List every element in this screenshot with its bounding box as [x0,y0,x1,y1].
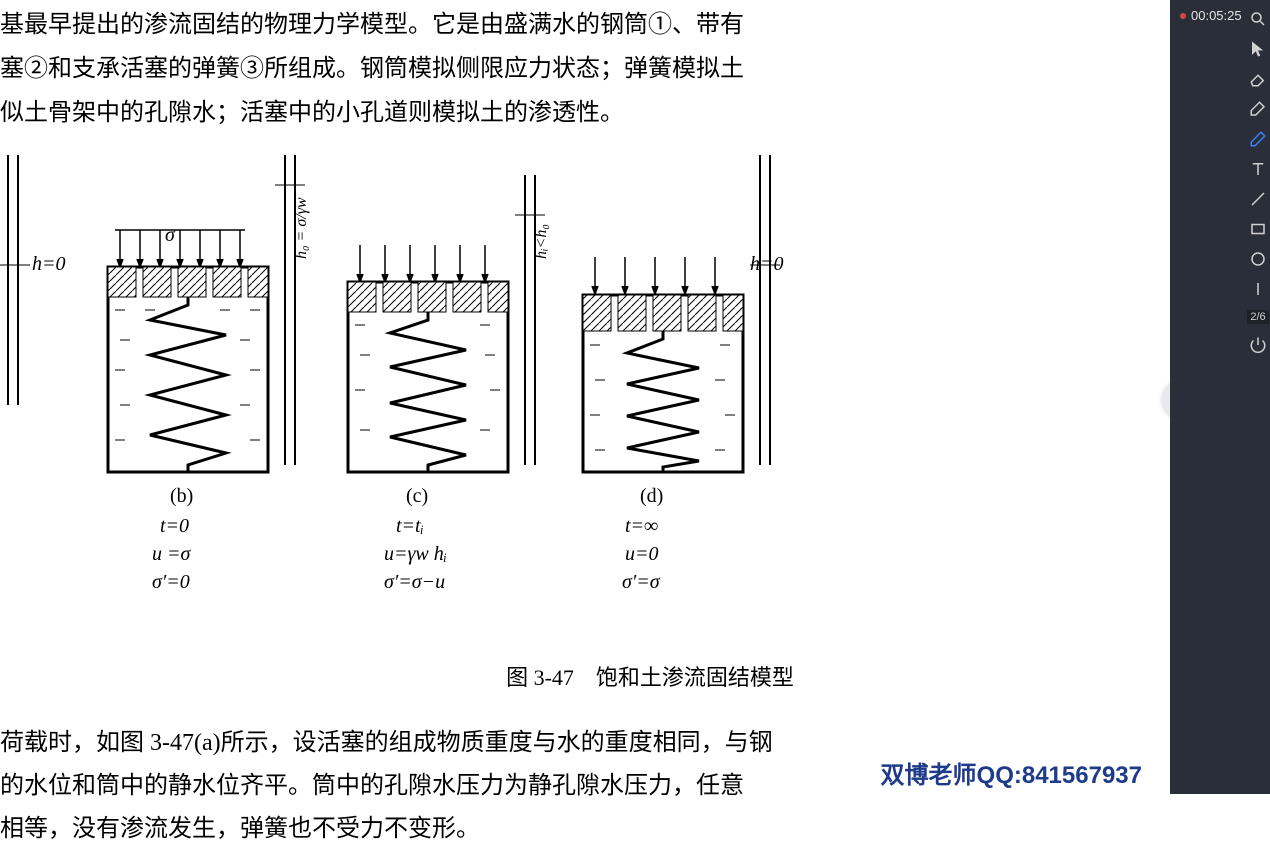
sub-d: (d) [640,485,663,508]
eq-c1: t=tᵢ [396,515,424,538]
model-c [340,155,560,475]
sub-c: (c) [406,485,428,508]
highlighter-icon[interactable] [1249,100,1267,118]
figure-3-47: h=0 [0,135,1170,655]
paragraph-top: 基最早提出的渗流固结的物理力学模型。它是由盛满水的钢筒①、带有 塞②和支承活塞的… [0,0,1170,135]
text-line: 塞②和支承活塞的弹簧③所组成。钢筒模拟侧限应力状态；弹簧模拟土 [0,56,744,82]
power-icon[interactable] [1249,336,1267,354]
sub-b: (b) [170,485,193,508]
hi-label: hᵢ<h₀ [533,224,551,259]
model-b [100,155,320,475]
h-label-a: h=0 [32,253,66,276]
recording-time: 00:05:25 [1191,8,1242,23]
pen-icon[interactable] [1249,130,1267,148]
text-line: 基最早提出的渗流固结的物理力学模型。它是由盛满水的钢筒①、带有 [0,12,744,38]
search-icon[interactable] [1249,10,1267,28]
record-dot-icon [1180,13,1186,19]
h-label-d: h=0 [750,253,784,276]
page-indicator: 2/6 [1247,310,1268,324]
watermark-text: 双博老师QQ:841567937 [881,755,1142,790]
line-icon[interactable] [1249,190,1267,208]
model-a-partial [0,155,100,475]
text-line: 似土骨架中的孔隙水；活塞中的小孔道则模拟土的渗透性。 [0,100,624,126]
eq-d3: σ′=σ [622,571,660,594]
circle-icon[interactable] [1249,250,1267,268]
rectangle-icon[interactable] [1249,220,1267,238]
pointer-icon[interactable] [1249,40,1267,58]
text-line: 相等，没有渗流发生，弹簧也不受力不变形。 [0,816,480,842]
toolbar-sidebar: 00:05:25 2/6 [1170,0,1270,794]
eq-d2: u=0 [625,543,659,566]
text-line: 的水位和筒中的静水位齐平。筒中的孔隙水压力为静孔隙水压力，任意 [0,773,744,799]
eq-b1: t=0 [160,515,189,538]
model-d [575,155,795,475]
eq-d1: t=∞ [625,515,658,538]
h0-label: h₀ = σ/γw [293,197,311,259]
figure-caption: 图 3-47 饱和土渗流固结模型 [0,660,1170,692]
eq-c2: u=γw hᵢ [384,543,447,566]
eq-b3: σ′=0 [152,571,190,594]
eq-c3: σ′=σ−u [384,571,445,594]
text-icon[interactable] [1249,160,1267,178]
recording-indicator: 00:05:25 [1170,8,1242,23]
document-page: 基最早提出的渗流固结的物理力学模型。它是由盛满水的钢筒①、带有 塞②和支承活塞的… [0,0,1170,794]
text-line: 荷载时，如图 3-47(a)所示，设活塞的组成物质重度与水的重度相同，与钢 [0,730,773,756]
sigma-label: σ [165,224,175,247]
eraser-icon[interactable] [1249,70,1267,88]
divider-icon[interactable] [1249,280,1267,298]
eq-b2: u =σ [152,543,190,566]
